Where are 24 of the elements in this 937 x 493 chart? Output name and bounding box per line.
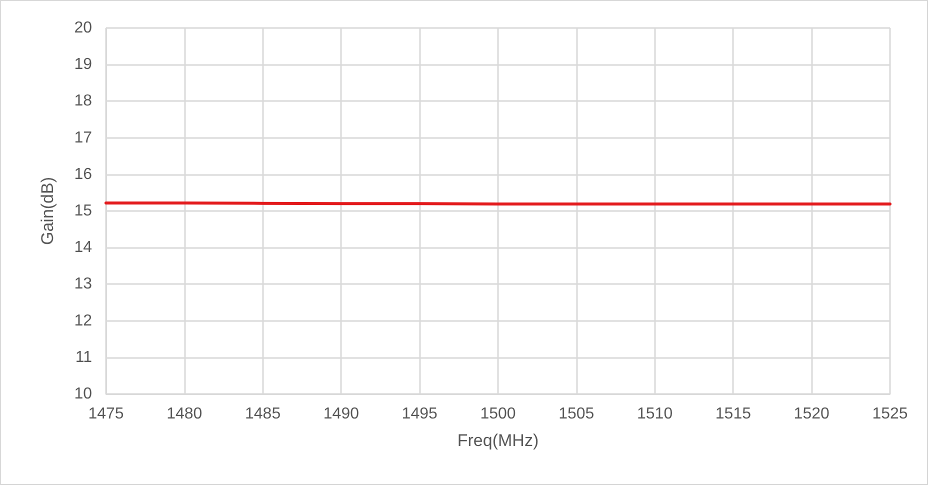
y-tick-label: 11: [75, 348, 92, 366]
y-tick-label: 10: [74, 386, 92, 402]
x-tick-label: 1525: [872, 406, 908, 422]
y-tick-label: 17: [74, 129, 92, 146]
x-tick-label: 1505: [558, 406, 594, 422]
x-tick-label: 1475: [88, 406, 124, 422]
x-tick-label: 1495: [402, 406, 438, 422]
y-tick-label: 16: [74, 166, 92, 183]
y-tick-label: 12: [74, 312, 92, 330]
x-tick-label: 1515: [715, 406, 752, 422]
y-tick-label: 15: [74, 202, 92, 220]
y-tick-label: 18: [74, 92, 92, 110]
x-tick-label: 1480: [166, 406, 202, 422]
y-tick-label: 20: [74, 20, 92, 36]
y-tick-label: 14: [74, 239, 92, 256]
y-axis-title: Gain(dB): [38, 176, 57, 246]
x-axis-title: Freq(MHz): [457, 431, 539, 450]
y-tick-label: 13: [74, 276, 92, 293]
x-tick-label: 1510: [637, 406, 673, 422]
x-tick-label: 1490: [323, 406, 360, 422]
y-tick-label: 19: [74, 56, 92, 74]
x-tick-label: 1520: [794, 406, 830, 422]
x-tick-label: 1485: [245, 406, 281, 422]
x-tick-label: 1500: [480, 406, 516, 422]
